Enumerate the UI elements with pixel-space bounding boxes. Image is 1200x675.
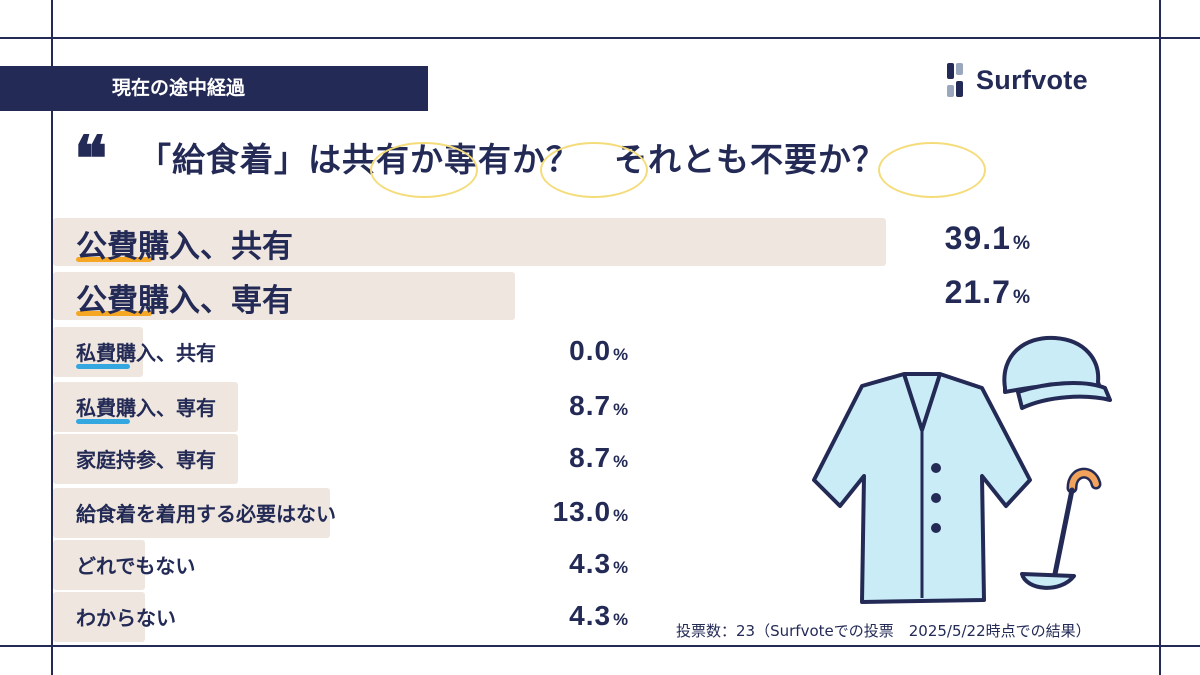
value-label-5: 8.7% xyxy=(478,442,628,474)
brand-name: Surfvote xyxy=(976,64,1088,95)
value-unit-8: % xyxy=(613,610,628,629)
value-unit-4: % xyxy=(613,400,628,419)
label-underline-1 xyxy=(76,257,152,262)
value-label-4: 8.7% xyxy=(478,390,628,422)
kitchen-uniform-illustration xyxy=(812,335,1112,604)
bar-1 xyxy=(53,218,886,266)
label-underline-4 xyxy=(76,419,130,424)
label-underline-3 xyxy=(76,364,130,369)
frame-top-line xyxy=(0,37,1200,39)
value-unit-2: % xyxy=(1012,287,1030,308)
frame-left-line xyxy=(51,0,53,675)
status-banner: 現在の途中経過 xyxy=(0,66,428,111)
brand-logo: Surfvote xyxy=(944,60,1088,100)
value-number-2: 21.7 xyxy=(944,274,1011,310)
value-number-6: 13.0 xyxy=(552,496,612,527)
question-title: 「給食着」は共有か専有か？ それとも不要か？ xyxy=(138,140,886,179)
value-label-6: 13.0% xyxy=(478,496,628,528)
frame-bottom-line xyxy=(0,645,1200,647)
bar-5 xyxy=(53,434,239,484)
value-number-4: 8.7 xyxy=(569,390,612,421)
value-label-3: 0.0% xyxy=(478,335,628,367)
value-number-3: 0.0 xyxy=(569,335,612,366)
bar-7 xyxy=(53,540,145,590)
value-unit-6: % xyxy=(613,506,628,525)
ladle-icon xyxy=(1020,467,1102,590)
value-number-5: 8.7 xyxy=(569,442,612,473)
option-label-4: 私費購入、専有 xyxy=(76,396,216,420)
value-unit-3: % xyxy=(613,345,628,364)
value-label-2: 21.7% xyxy=(880,274,1030,311)
option-label-5: 家庭持参、専有 xyxy=(76,448,216,472)
highlight-ring-unneeded xyxy=(878,142,986,198)
bar-6 xyxy=(53,488,330,538)
option-label-6: 給食着を着用する必要はない xyxy=(76,502,336,526)
value-number-1: 39.1 xyxy=(944,220,1011,256)
bar-8 xyxy=(53,592,145,642)
surfvote-logo-icon xyxy=(947,63,963,97)
vote-count-footnote: 投票数：23（Surfvoteでの投票 2025/5/22時点での結果） xyxy=(676,622,1091,640)
cook-coat-icon xyxy=(812,372,1032,604)
option-label-1: 公費購入、共有 xyxy=(76,229,293,265)
value-unit-5: % xyxy=(613,452,628,471)
option-label-7: どれでもない xyxy=(76,554,196,578)
frame-right-line xyxy=(1159,0,1161,675)
option-label-8: わからない xyxy=(76,606,176,630)
label-underline-2 xyxy=(76,311,152,316)
value-unit-1: % xyxy=(1012,233,1030,254)
value-label-8: 4.3% xyxy=(478,600,628,632)
value-number-8: 4.3 xyxy=(569,600,612,631)
value-number-7: 4.3 xyxy=(569,548,612,579)
option-label-2: 公費購入、専有 xyxy=(76,283,293,319)
value-label-7: 4.3% xyxy=(478,548,628,580)
value-unit-7: % xyxy=(613,558,628,577)
option-label-3: 私費購入、共有 xyxy=(76,341,216,365)
quote-icon: ❝ xyxy=(74,122,108,195)
cook-hat-icon xyxy=(1002,335,1112,410)
value-label-1: 39.1% xyxy=(880,220,1030,257)
